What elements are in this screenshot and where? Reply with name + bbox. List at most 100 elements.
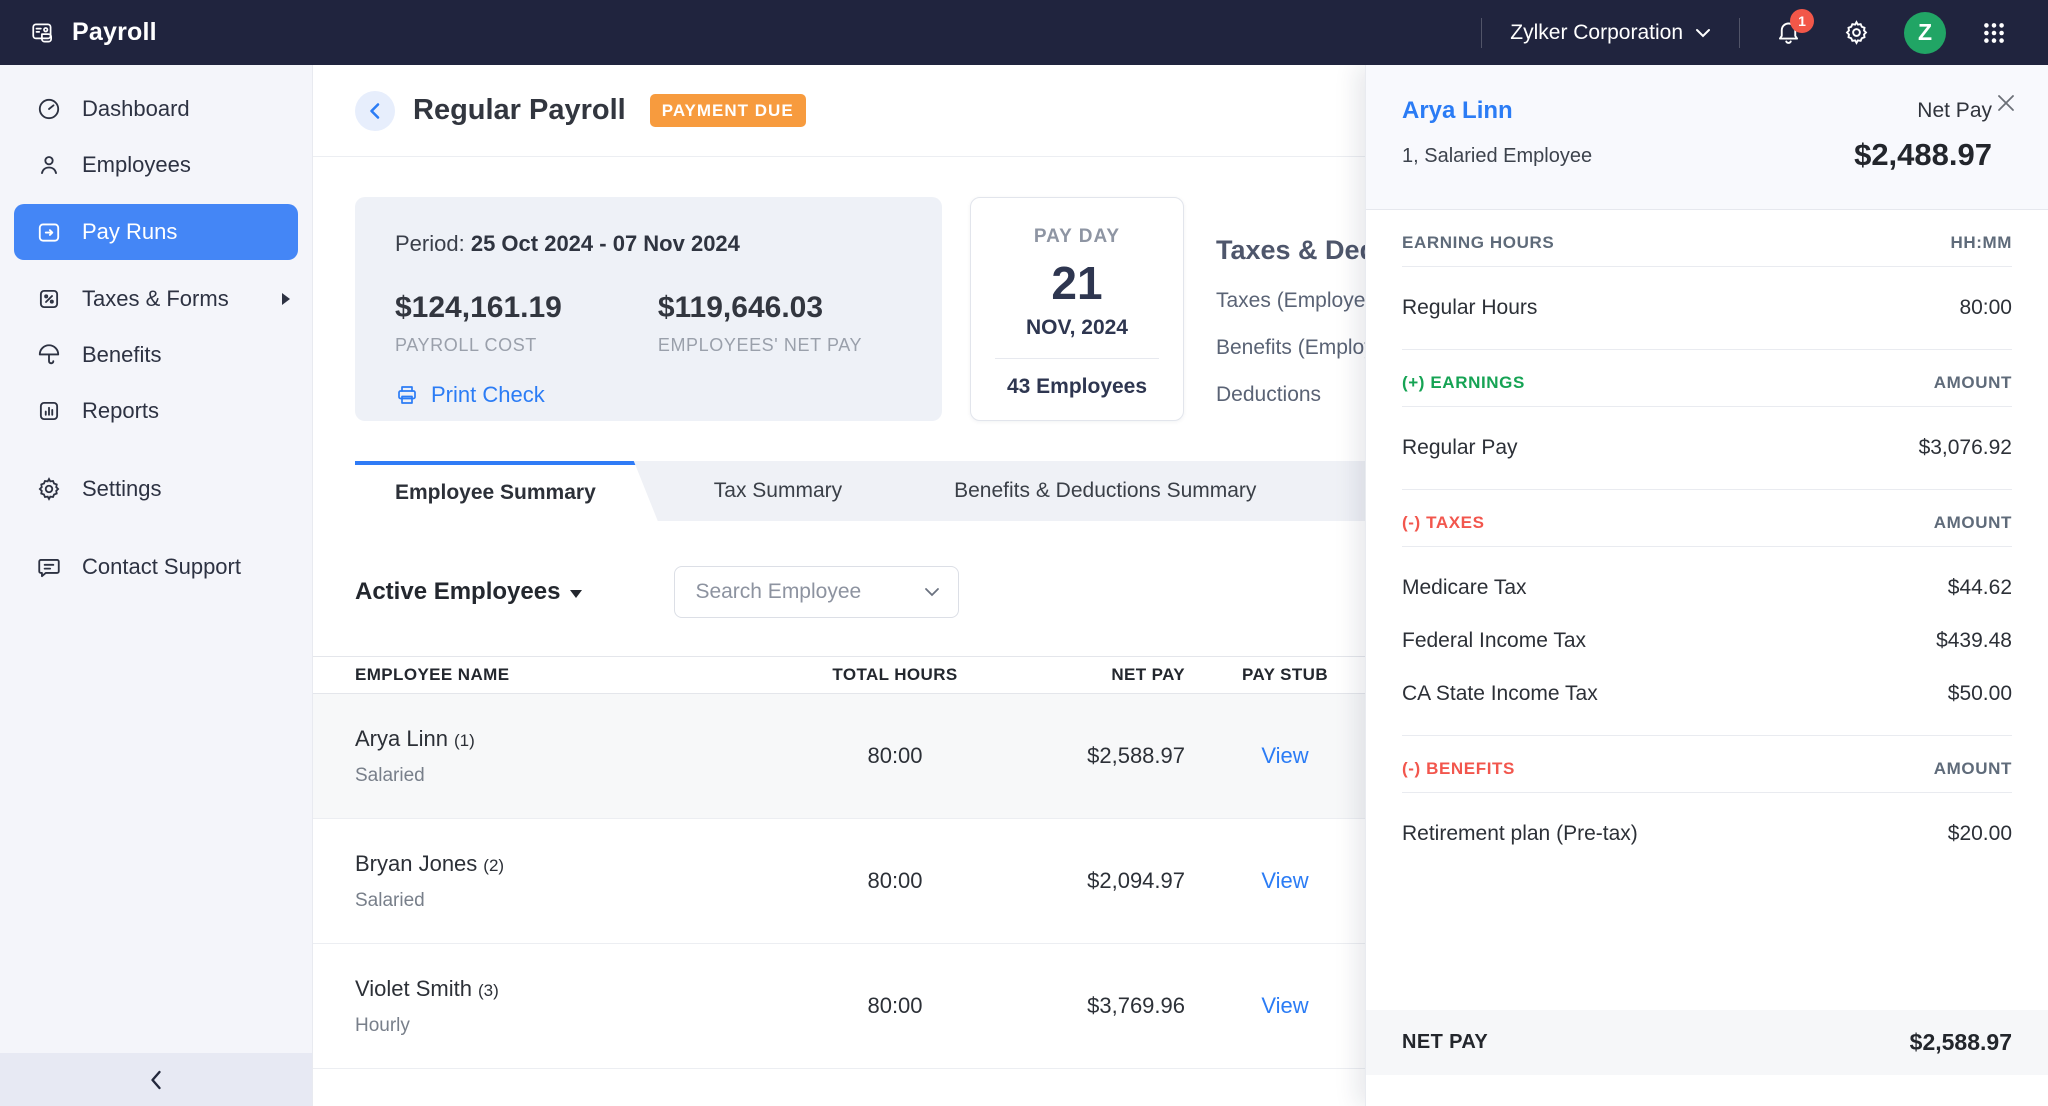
panel-net-pay-footer: NET PAY $2,588.97 [1366, 1010, 2048, 1075]
employee-name[interactable]: Arya Linn [355, 725, 448, 751]
section-unit: AMOUNT [1933, 759, 2012, 778]
section-earnings: (+) EARNINGS AMOUNT Regular Pay $3,076.9… [1402, 349, 2012, 489]
close-icon [1995, 92, 2017, 114]
view-pay-stub-link[interactable]: View [1261, 993, 1309, 1018]
taxes-deductions-summary: Taxes & Dedu Taxes (Employee + Benefits … [1216, 197, 2048, 421]
detail-row: CA State Income Tax $50.00 [1402, 682, 2012, 735]
taxes-forms-icon [36, 286, 62, 312]
benefits-icon [36, 342, 62, 368]
section-unit: HH:MM [1950, 233, 2012, 252]
divider [995, 358, 1159, 359]
section-unit: AMOUNT [1933, 513, 2012, 532]
panel-net-pay-value: $2,488.97 [1854, 137, 1992, 172]
detail-value: $20.00 [1947, 822, 2012, 845]
employees-net-pay-label: EMPLOYEES' NET PAY [657, 335, 863, 355]
employee-number: (1) [453, 730, 475, 750]
net-pay-cell: $2,588.97 [1087, 743, 1185, 768]
grid-menu-icon [1981, 20, 2007, 46]
employee-name[interactable]: Violet Smith [355, 975, 472, 1001]
reports-icon [36, 398, 62, 424]
table-row[interactable]: Violet Smith (3) Hourly 80:00 $3,769.96 V… [313, 944, 2048, 1069]
section-title: (+) EARNINGS [1402, 373, 1525, 392]
chevron-down-icon [1695, 28, 1711, 38]
tab-employee-summary[interactable]: Employee Summary [355, 461, 658, 521]
chevron-down-icon [924, 587, 940, 597]
sidebar-item-employees[interactable]: Employees [0, 137, 312, 193]
detail-label: Regular Hours [1402, 296, 1538, 319]
net-pay-cell: $2,094.97 [1087, 868, 1185, 893]
detail-value: $44.62 [1947, 576, 2012, 599]
detail-label: CA State Income Tax [1402, 682, 1598, 705]
dashboard-icon [36, 96, 62, 122]
detail-label: Medicare Tax [1402, 576, 1527, 599]
sidebar-item-contact-support[interactable]: Contact Support [0, 539, 312, 595]
employee-number: (3) [477, 980, 499, 1000]
sidebar-item-label: Benefits [82, 342, 162, 367]
sidebar-item-label: Taxes & Forms [82, 286, 229, 311]
sidebar-item-label: Reports [82, 398, 160, 423]
page-title: Regular Payroll [413, 94, 626, 126]
table-row[interactable]: Bryan Jones (2) Salaried 80:00 $2,094.97 … [313, 819, 2048, 944]
payroll-cost-label: PAYROLL COST [395, 335, 537, 355]
view-pay-stub-link[interactable]: View [1261, 868, 1309, 893]
employee-filter-dropdown[interactable]: Active Employees [355, 578, 583, 606]
settings-icon [36, 476, 62, 502]
summary-cards-row: Period: 25 Oct 2024 - 07 Nov 2024 $124,1… [355, 197, 2048, 421]
detail-value: $439.48 [1936, 629, 2012, 652]
column-header-pay-stub: PAY STUB [1241, 665, 1329, 684]
detail-row: Regular Pay $3,076.92 [1402, 407, 2012, 489]
taxes-deductions-item: Benefits (Employe [1216, 336, 1387, 359]
panel-body: EARNING HOURS HH:MM Regular Hours 80:00 … [1366, 210, 2048, 1010]
sidebar-item-reports[interactable]: Reports [0, 383, 312, 439]
chevron-left-icon [148, 1069, 164, 1091]
panel-employee-name[interactable]: Arya Linn [1402, 97, 1513, 124]
section-unit: AMOUNT [1933, 373, 2012, 392]
table-header: EMPLOYEE NAME TOTAL HOURS NET PAY PAY ST… [313, 656, 2048, 694]
section-header: EARNING HOURS HH:MM [1402, 216, 2012, 267]
view-pay-stub-link[interactable]: View [1261, 743, 1309, 768]
employee-name[interactable]: Bryan Jones [355, 850, 478, 876]
detail-value: 80:00 [1959, 296, 2012, 319]
total-hours-cell: 80:00 [867, 743, 923, 768]
net-pay-cell: $3,769.96 [1087, 993, 1185, 1018]
taxes-deductions-heading: Taxes & Dedu [1216, 235, 1393, 265]
settings-button[interactable] [1836, 13, 1876, 53]
sidebar-item-dashboard[interactable]: Dashboard [0, 81, 312, 137]
org-switcher[interactable]: Zylker Corporation [1510, 21, 1711, 45]
sidebar-collapse-button[interactable] [0, 1053, 312, 1106]
notifications-button[interactable]: 1 [1768, 8, 1814, 53]
sidebar-item-settings[interactable]: Settings [0, 461, 312, 517]
payday-day: 21 [1051, 257, 1103, 309]
taxes-deductions-item: Taxes (Employee + [1216, 289, 1396, 312]
notification-badge: 1 [1790, 8, 1814, 33]
employee-number: (2) [483, 855, 505, 875]
close-button[interactable] [1988, 85, 2024, 121]
total-hours-cell: 80:00 [867, 993, 923, 1018]
payroll-logo-icon [30, 20, 56, 46]
page-header: Regular Payroll PAYMENT DUE [313, 65, 2048, 157]
total-hours-cell: 80:00 [867, 868, 923, 893]
sidebar: Dashboard Employees Pay Runs Taxes & For… [0, 65, 313, 1106]
employee-type: Salaried [355, 889, 425, 911]
user-avatar[interactable]: Z [1904, 11, 1946, 54]
employees-net-pay-value: $119,646.03 [657, 291, 824, 324]
tab-tax-summary[interactable]: Tax Summary [713, 479, 843, 502]
column-header-total-hours: TOTAL HOURS [832, 665, 958, 684]
sidebar-item-label: Pay Runs [82, 219, 178, 244]
detail-row: Federal Income Tax $439.48 [1402, 629, 2012, 682]
section-taxes: (-) TAXES AMOUNT Medicare Tax $44.62 Fed… [1402, 489, 2012, 735]
app-grid-button[interactable] [1974, 13, 2014, 53]
detail-label: Retirement plan (Pre-tax) [1402, 822, 1638, 845]
search-placeholder: Search Employee [695, 580, 862, 603]
employee-search-select[interactable]: Search Employee [674, 566, 960, 618]
employees-count[interactable]: 43 Employees [1006, 375, 1148, 398]
sidebar-item-taxes-forms[interactable]: Taxes & Forms [0, 271, 312, 327]
panel-employee-block: Arya Linn 1, Salaried Employee [1402, 97, 1592, 173]
sidebar-item-benefits[interactable]: Benefits [0, 327, 312, 383]
sidebar-item-pay-runs[interactable]: Pay Runs [14, 204, 298, 260]
org-name: Zylker Corporation [1510, 20, 1683, 44]
print-check-link[interactable]: Print Check [395, 382, 545, 408]
app-logo[interactable]: Payroll [0, 18, 313, 47]
tab-benefits-deductions-summary[interactable]: Benefits & Deductions Summary [954, 479, 1257, 502]
back-button[interactable] [355, 90, 395, 131]
